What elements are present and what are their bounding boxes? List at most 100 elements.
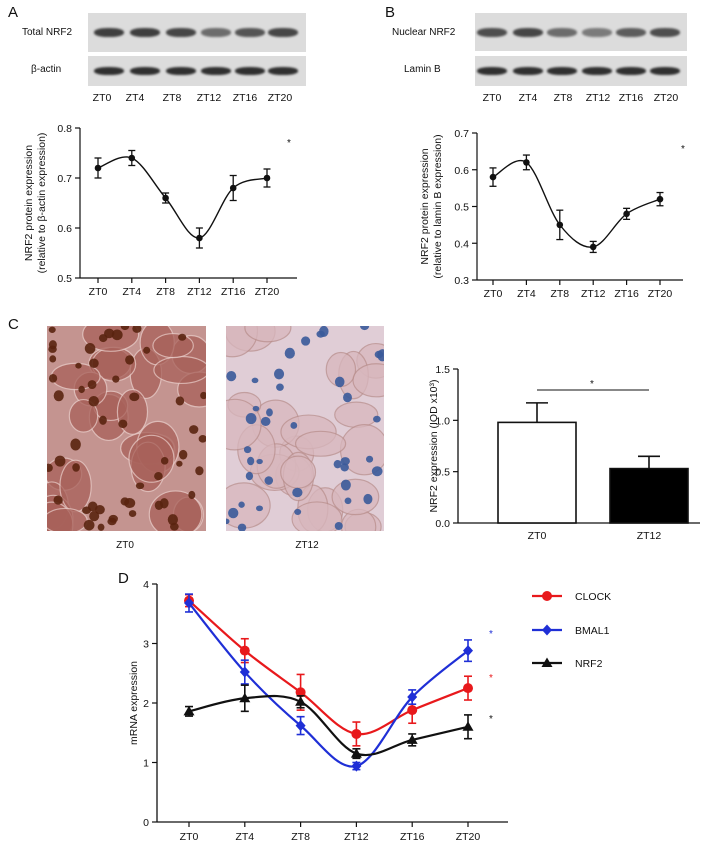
stained-nucleus — [237, 523, 247, 531]
blot-band — [166, 28, 196, 37]
micrograph-caption-zt12: ZT12 — [295, 540, 319, 551]
stained-nucleus — [256, 458, 263, 465]
y-tick-label: 0.5 — [454, 202, 469, 214]
x-tick-label: ZT4 — [122, 286, 141, 298]
data-point-bmal1 — [184, 597, 194, 609]
data-point-nrf2 — [406, 734, 418, 744]
stained-nucleus — [198, 434, 206, 443]
stained-nucleus — [128, 510, 137, 517]
data-point-clock — [407, 705, 418, 716]
panel-b-lane-labels: ZT0 ZT4 ZT8 ZT12 ZT16 ZT20 — [470, 92, 696, 106]
blot-band — [268, 67, 298, 75]
data-point — [263, 174, 271, 182]
stained-nucleus — [228, 507, 239, 519]
data-point — [556, 221, 564, 229]
data-point-bmal1 — [295, 720, 306, 732]
blot-band — [650, 27, 680, 37]
stained-nucleus — [360, 326, 370, 331]
stained-nucleus — [125, 355, 135, 365]
blot-band — [130, 28, 160, 37]
stained-nucleus — [53, 390, 64, 402]
y-tick-label: 0.0 — [435, 518, 450, 530]
total-nrf2-blot-strip — [88, 13, 306, 52]
y-axis-label: NRF2 protein expression — [23, 145, 35, 261]
stained-nucleus — [251, 377, 259, 384]
beta-actin-blot-strip — [88, 56, 306, 86]
stained-nucleus — [48, 374, 58, 383]
stained-nucleus — [120, 326, 130, 331]
stained-nucleus — [82, 506, 92, 515]
stained-nucleus — [340, 479, 351, 491]
significance-marker: * — [681, 144, 685, 155]
stained-nucleus — [256, 505, 263, 512]
stained-nucleus — [111, 329, 123, 341]
stained-nucleus — [49, 355, 57, 363]
blot-band — [477, 67, 507, 75]
y-axis-label: (relative to lamin B expression) — [432, 134, 444, 278]
data-point — [229, 184, 237, 192]
stained-nucleus — [47, 463, 53, 472]
data-point — [489, 173, 497, 181]
stained-nucleus — [195, 466, 204, 476]
data-point — [589, 243, 597, 251]
legend-marker — [541, 657, 553, 667]
stained-nucleus — [226, 518, 230, 525]
stained-nucleus — [84, 342, 96, 354]
lane-label: ZT12 — [196, 92, 222, 104]
stained-nucleus — [135, 482, 145, 490]
stained-nucleus — [374, 350, 384, 359]
tubule-cell — [294, 430, 347, 457]
stained-nucleus — [178, 449, 188, 460]
blot-band — [616, 67, 646, 75]
stained-nucleus — [301, 336, 311, 346]
legend-label: CLOCK — [575, 591, 611, 603]
blot-band — [235, 28, 265, 37]
blot-band — [166, 67, 196, 75]
series-line — [492, 159, 661, 248]
stained-nucleus — [260, 416, 271, 426]
stained-nucleus — [340, 463, 349, 472]
stained-nucleus — [366, 455, 374, 463]
stained-nucleus — [178, 333, 187, 341]
x-tick-label: ZT8 — [550, 288, 569, 300]
stained-nucleus — [334, 376, 345, 388]
ihc-micrograph-zt0 — [47, 326, 206, 531]
x-tick-label: ZT0 — [528, 530, 547, 542]
stained-nucleus — [264, 476, 274, 485]
y-tick-label: 0.6 — [57, 223, 72, 235]
stained-nucleus — [284, 347, 295, 359]
stained-nucleus — [154, 472, 163, 481]
data-point-nrf2 — [239, 692, 251, 703]
stained-nucleus — [54, 455, 66, 467]
x-tick-label: ZT12 — [637, 530, 662, 542]
tubule-cell — [244, 326, 292, 343]
y-axis-label: (relative to β-actin expression) — [36, 133, 48, 274]
stained-nucleus — [70, 438, 81, 451]
blot-band — [616, 27, 646, 37]
stained-nucleus — [176, 460, 183, 467]
stained-nucleus — [167, 514, 178, 526]
data-point-nrf2 — [462, 721, 474, 731]
x-tick-label: ZT8 — [291, 831, 310, 843]
stained-nucleus — [189, 425, 199, 434]
blot-band — [94, 67, 124, 75]
stained-nucleus — [107, 517, 117, 526]
tubule-cell — [152, 332, 194, 359]
bar — [609, 467, 689, 524]
tubule-cell — [334, 401, 379, 428]
stained-nucleus — [83, 519, 95, 531]
blot-band — [94, 28, 124, 37]
series-line — [97, 156, 268, 239]
data-point — [656, 195, 664, 203]
stained-nucleus — [89, 358, 99, 368]
lamin-b-blot-strip — [475, 56, 687, 86]
x-tick-label: ZT16 — [400, 831, 425, 843]
y-tick-label: 0.7 — [454, 128, 469, 140]
stained-nucleus — [292, 487, 303, 498]
y-tick-label: 0.7 — [57, 173, 72, 185]
data-point-clock — [239, 645, 250, 656]
y-tick-label: 0.5 — [435, 467, 450, 479]
blot-band — [513, 27, 543, 37]
x-tick-label: ZT0 — [89, 286, 108, 298]
series-line-nrf2 — [188, 694, 469, 757]
